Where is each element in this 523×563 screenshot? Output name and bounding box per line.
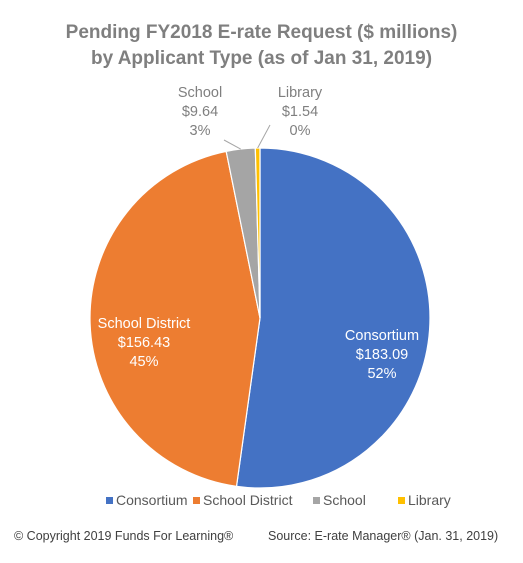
data-label-school-percent: 3%	[190, 123, 211, 139]
data-label-library-name: Library	[278, 85, 323, 101]
data-label-consortium-value: $183.09	[356, 347, 408, 363]
pie-slice-school-district	[89, 150, 261, 488]
data-label-library-value: $1.54	[282, 104, 318, 120]
legend-label-school: School	[323, 492, 366, 508]
data-label-school-district-value: $156.43	[118, 335, 170, 351]
pie-slice-consortium	[235, 147, 431, 489]
legend-swatch-school	[313, 497, 320, 504]
data-label-library-percent: 0%	[290, 123, 311, 139]
data-label-school-district-percent: 45%	[129, 354, 158, 370]
leader-lines	[223, 124, 271, 150]
leader-line-library	[257, 124, 271, 149]
legend-swatch-school-district	[193, 497, 200, 504]
legend-swatch-library	[398, 497, 405, 504]
legend-swatch-consortium	[106, 497, 113, 504]
leader-line-school	[223, 139, 241, 150]
data-label-consortium-percent: 52%	[367, 366, 396, 382]
chart-title-line-2: by Applicant Type (as of Jan 31, 2019)	[91, 48, 432, 69]
data-label-consortium-name: Consortium	[345, 328, 419, 344]
legend-label-consortium: Consortium	[116, 492, 188, 508]
data-label-school-value: $9.64	[182, 104, 218, 120]
source-text: Source: E-rate Manager® (Jan. 31, 2019)	[268, 529, 498, 543]
legend: Consortium School District School Library	[106, 492, 451, 508]
chart-title-line-1: Pending FY2018 E-rate Request ($ million…	[66, 22, 458, 43]
pie-slices	[89, 147, 431, 489]
legend-label-library: Library	[408, 492, 451, 508]
data-labels: Consortium $183.09 52% School District $156.…	[98, 85, 419, 382]
data-label-school-district-name: School District	[98, 316, 191, 332]
legend-label-school-district: School District	[203, 492, 293, 508]
copyright-text: © Copyright 2019 Funds For Learning®	[14, 529, 234, 543]
data-label-school-name: School	[178, 85, 222, 101]
